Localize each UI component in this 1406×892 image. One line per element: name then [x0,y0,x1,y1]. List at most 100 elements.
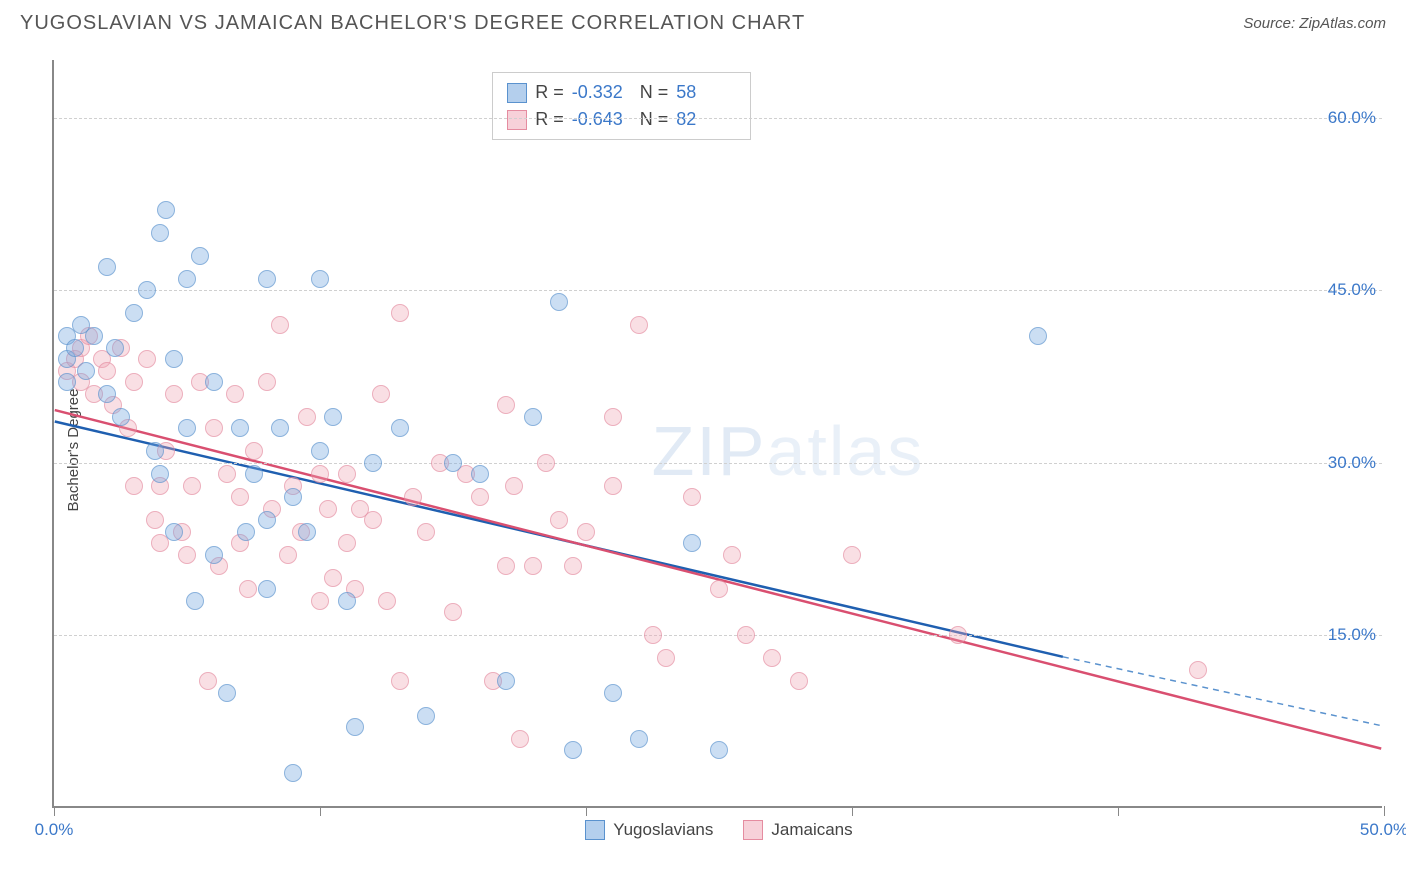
source-prefix: Source: [1243,15,1299,32]
scatter-point [178,270,196,288]
scatter-point [324,408,342,426]
scatter-point [763,649,781,667]
x-tick [1118,806,1119,816]
legend-label-jamaicans: Jamaicans [771,820,852,840]
scatter-point [165,350,183,368]
scatter-point [226,385,244,403]
chart-title: YUGOSLAVIAN VS JAMAICAN BACHELOR'S DEGRE… [20,12,805,35]
scatter-point [372,385,390,403]
scatter-point [165,385,183,403]
scatter-point [157,201,175,219]
scatter-point [138,281,156,299]
scatter-point [258,270,276,288]
scatter-point [710,741,728,759]
x-tick [54,806,55,816]
scatter-point [471,488,489,506]
scatter-point [364,454,382,472]
scatter-point [319,500,337,518]
legend-label-yugoslavians: Yugoslavians [613,820,713,840]
scatter-point [178,419,196,437]
source-name: ZipAtlas.com [1299,15,1386,32]
scatter-point [239,580,257,598]
scatter-point [125,304,143,322]
watermark-light: atlas [767,412,925,490]
scatter-point [183,477,201,495]
scatter-point [949,626,967,644]
scatter-point [58,373,76,391]
scatter-point [444,603,462,621]
scatter-point [85,327,103,345]
scatter-point [279,546,297,564]
scatter-point [404,488,422,506]
scatter-point [683,488,701,506]
scatter-point [98,258,116,276]
n-value-yugoslavians: 58 [676,79,736,106]
scatter-point [311,465,329,483]
watermark-bold: ZIP [652,412,767,490]
x-tick-label: 50.0% [1360,820,1406,840]
y-tick-label: 60.0% [1328,108,1376,128]
y-tick-label: 15.0% [1328,625,1376,645]
x-tick-label: 0.0% [35,820,74,840]
x-tick [586,806,587,816]
r-label: R = [535,79,564,106]
scatter-point [346,718,364,736]
scatter-point [218,684,236,702]
scatter-point [178,546,196,564]
scatter-point [231,419,249,437]
scatter-point [417,707,435,725]
scatter-point [604,684,622,702]
scatter-point [237,523,255,541]
scatter-point [231,488,249,506]
y-tick-label: 45.0% [1328,280,1376,300]
scatter-point [98,362,116,380]
scatter-point [271,419,289,437]
r-value-jamaicans: -0.643 [572,106,632,133]
scatter-point [106,339,124,357]
scatter-point [391,419,409,437]
scatter-point [471,465,489,483]
scatter-point [112,408,130,426]
legend-swatch-yugoslavians [585,820,605,840]
scatter-point [1029,327,1047,345]
gridline [54,635,1382,636]
stats-row-yugoslavians: R = -0.332 N = 58 [507,79,736,106]
scatter-point [311,592,329,610]
scatter-point [245,465,263,483]
source-attribution: Source: ZipAtlas.com [1243,15,1386,32]
scatter-point [364,511,382,529]
scatter-point [537,454,555,472]
scatter-point [125,477,143,495]
scatter-point [710,580,728,598]
scatter-point [524,557,542,575]
scatter-point [245,442,263,460]
scatter-point [165,523,183,541]
scatter-point [577,523,595,541]
stats-legend-box: R = -0.332 N = 58 R = -0.643 N = 82 [492,72,751,140]
scatter-point [151,224,169,242]
scatter-point [391,304,409,322]
scatter-point [723,546,741,564]
scatter-point [657,649,675,667]
r-value-yugoslavians: -0.332 [572,79,632,106]
scatter-point [284,488,302,506]
chart-area: Bachelor's Degree ZIPatlas R = -0.332 N … [18,50,1388,850]
scatter-point [644,626,662,644]
scatter-point [199,672,217,690]
scatter-point [191,247,209,265]
y-tick-label: 30.0% [1328,453,1376,473]
legend-item-jamaicans: Jamaicans [743,820,852,840]
scatter-point [151,465,169,483]
scatter-point [630,316,648,334]
watermark: ZIPatlas [652,411,925,491]
scatter-point [298,408,316,426]
scatter-point [444,454,462,472]
x-tick [852,806,853,816]
scatter-point [258,511,276,529]
scatter-point [205,546,223,564]
scatter-point [205,419,223,437]
scatter-point [205,373,223,391]
scatter-point [125,373,143,391]
r-label: R = [535,106,564,133]
scatter-point [146,511,164,529]
